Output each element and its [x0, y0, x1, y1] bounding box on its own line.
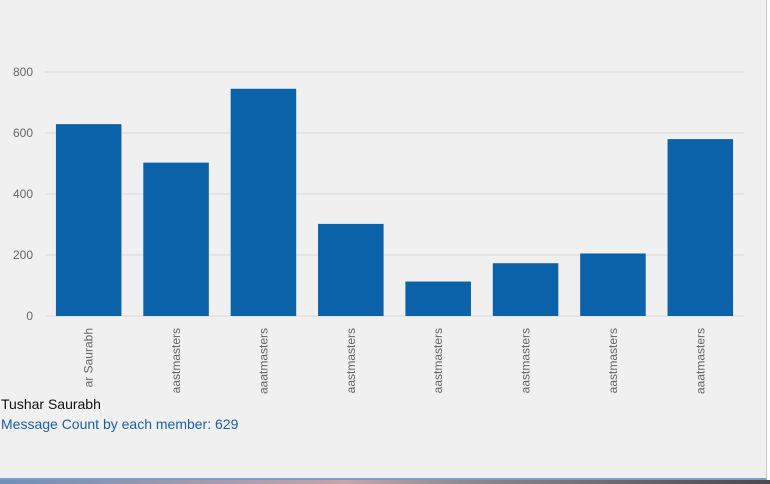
- x-tick-label: ar Saurabh: [82, 328, 96, 387]
- bar-chart: 0 200 400 600 800 ar Saurabh aastmasters aaatma…: [13, 65, 744, 394]
- x-tick-label: aastmasters: [519, 328, 533, 393]
- tooltip-member-name: Tushar Saurabh: [1, 396, 101, 412]
- x-tick-label: aastmasters: [344, 328, 358, 393]
- x-tick-label: aaatmasters: [256, 328, 270, 394]
- y-tick-label: 800: [13, 65, 33, 79]
- y-tick-label: 0: [26, 309, 33, 323]
- y-tick-label: 400: [13, 187, 33, 201]
- background-strip: [0, 480, 770, 484]
- y-tick-label: 200: [13, 248, 33, 262]
- bar[interactable]: [318, 223, 384, 316]
- x-tick-label: aaatmasters: [693, 328, 707, 394]
- bar[interactable]: [492, 263, 559, 316]
- bar[interactable]: [580, 253, 646, 316]
- bar[interactable]: [405, 281, 471, 316]
- bar[interactable]: [143, 162, 209, 316]
- x-tick-label: aastmasters: [431, 328, 445, 393]
- tooltip-message-count: Message Count by each member: 629: [1, 416, 239, 432]
- y-tick-label: 600: [13, 126, 33, 140]
- x-tick-labels: ar Saurabh aastmasters aaatmasters aastmast…: [82, 328, 708, 394]
- x-tick-label: aastmasters: [169, 328, 183, 393]
- bar[interactable]: [55, 124, 122, 316]
- bar[interactable]: [230, 88, 297, 317]
- x-tick-label: aastmasters: [606, 328, 620, 393]
- bar[interactable]: [667, 139, 734, 316]
